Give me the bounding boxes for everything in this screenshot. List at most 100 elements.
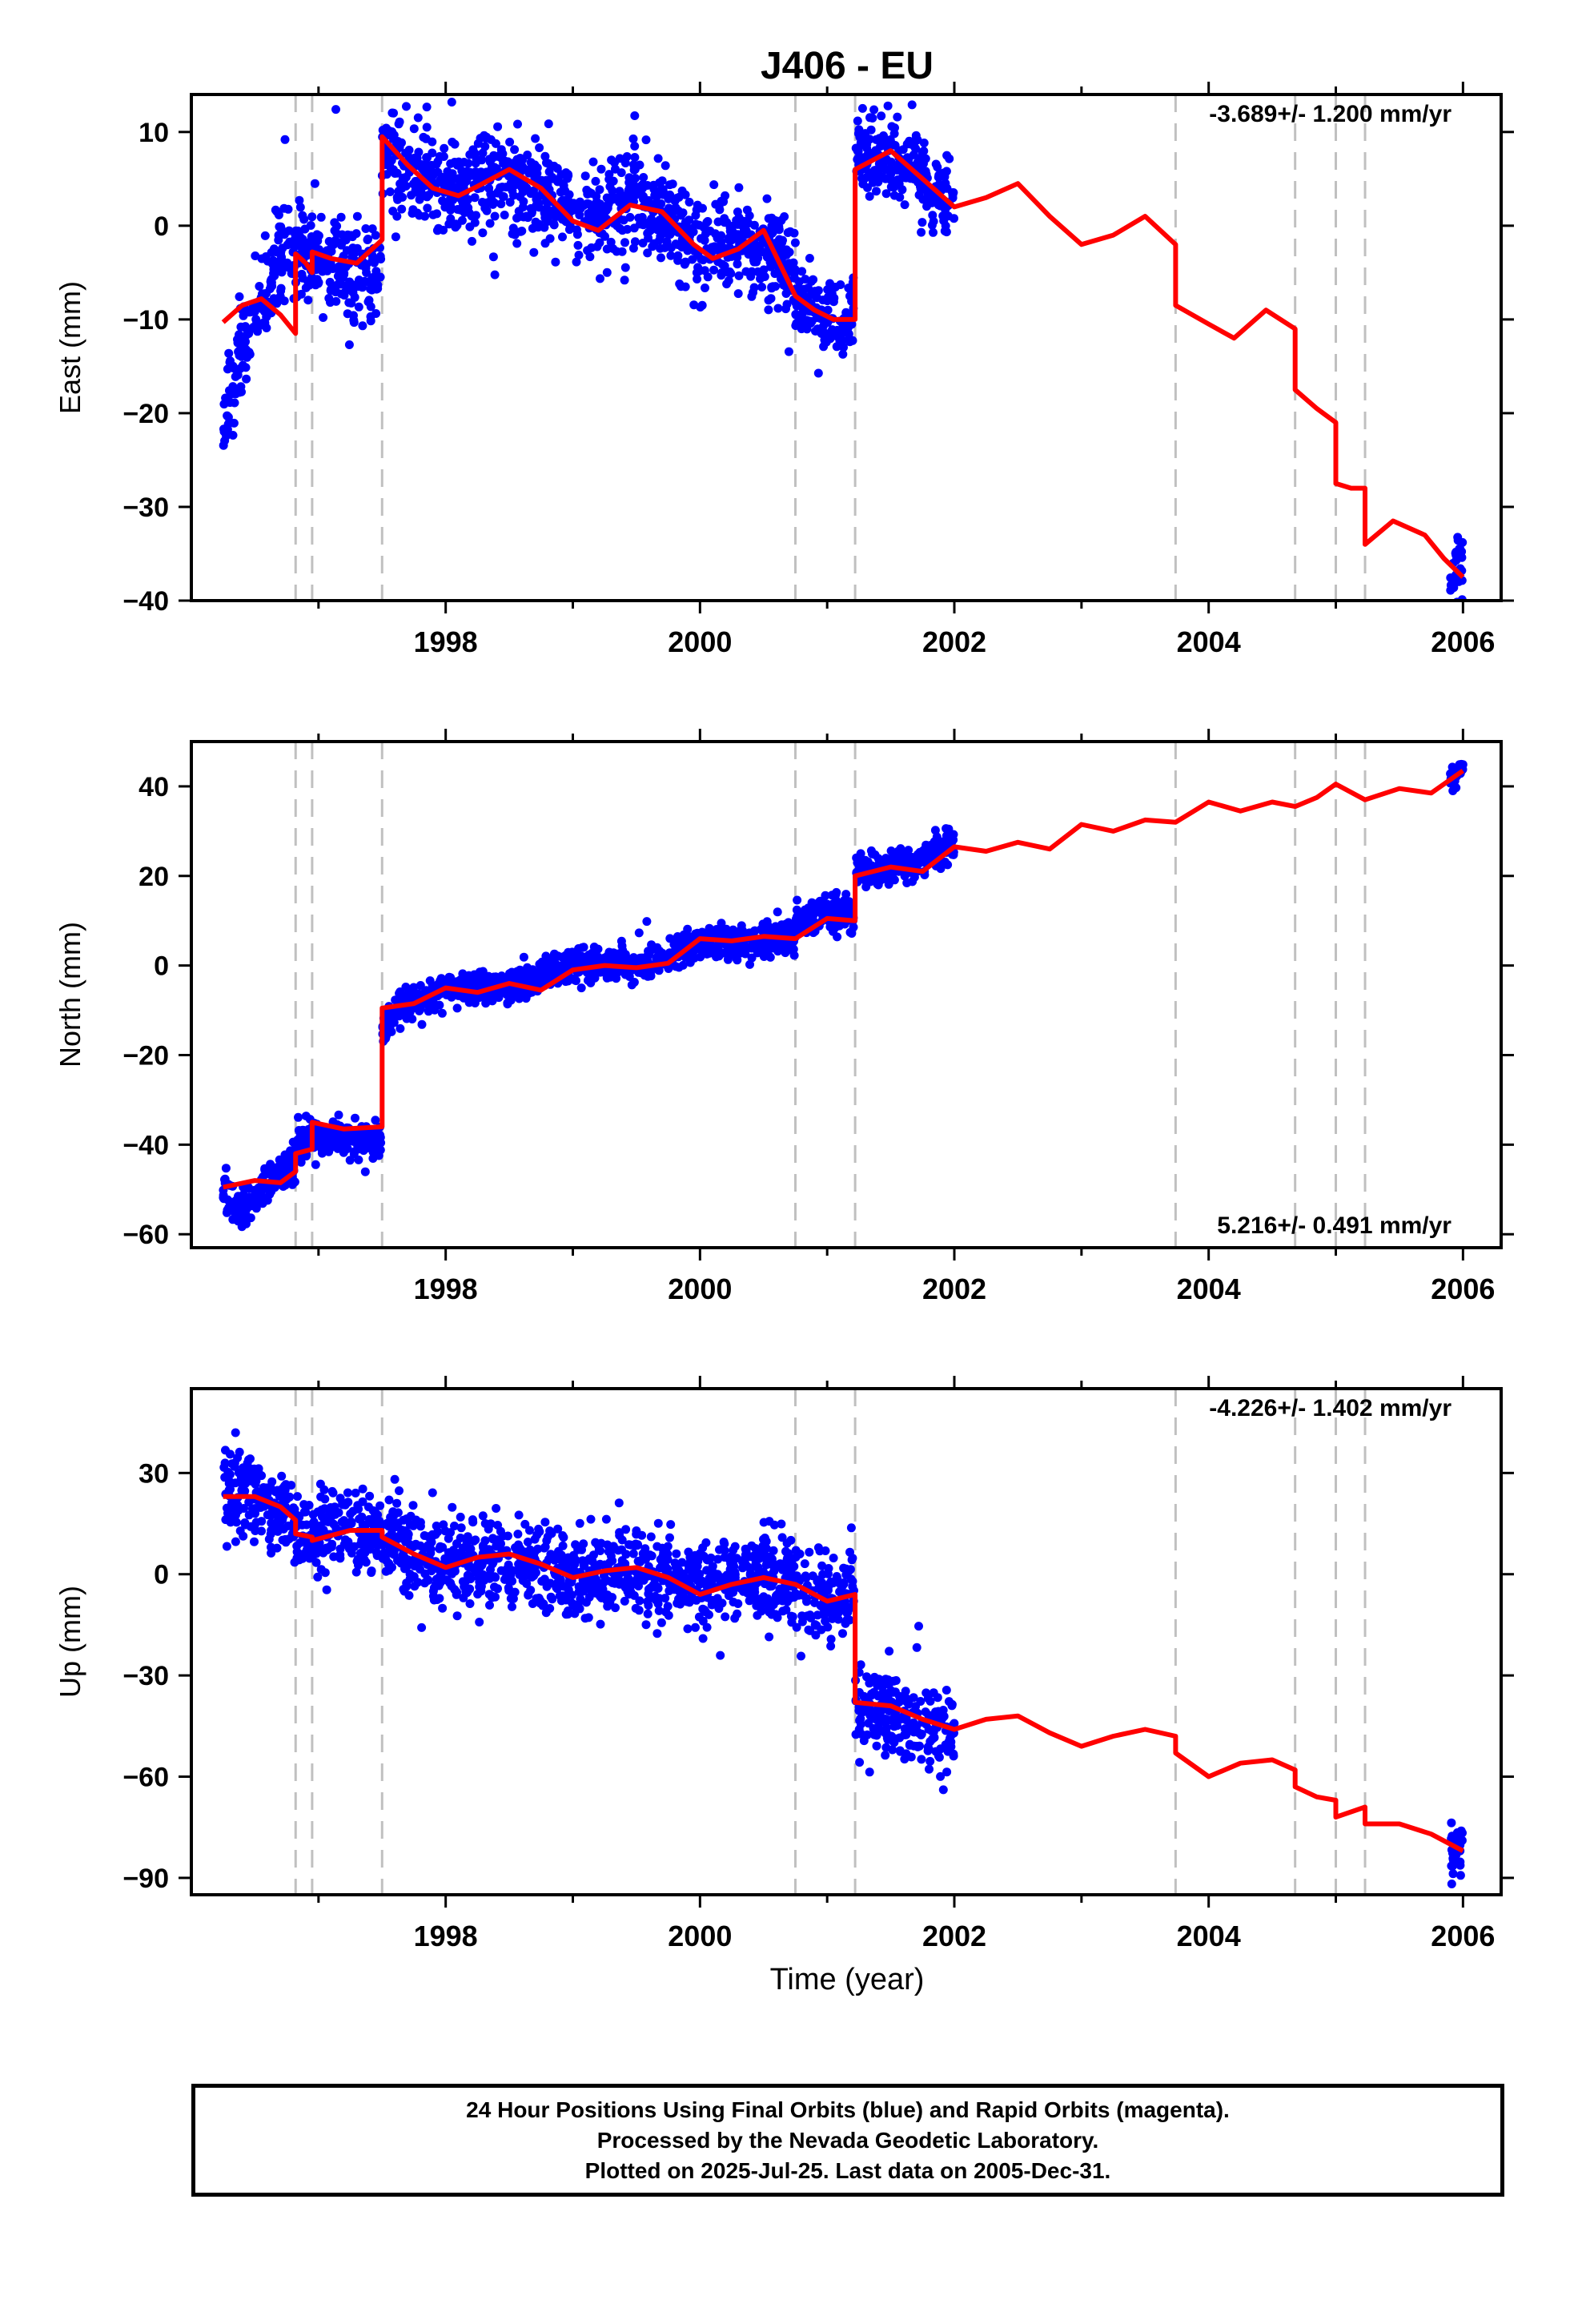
data-point xyxy=(451,223,460,232)
data-point xyxy=(608,192,617,201)
data-point xyxy=(450,1522,459,1530)
data-point xyxy=(519,212,528,222)
y-tick-label: −60 xyxy=(122,1220,169,1250)
data-point xyxy=(666,1520,676,1530)
data-point xyxy=(629,223,639,233)
data-point xyxy=(807,915,817,924)
data-point xyxy=(538,1601,548,1610)
data-point xyxy=(280,1486,290,1495)
data-point xyxy=(733,215,743,225)
data-point xyxy=(773,907,782,917)
data-point xyxy=(631,174,640,183)
data-point xyxy=(349,316,359,325)
data-point xyxy=(235,292,244,301)
data-point xyxy=(514,1559,524,1569)
data-point xyxy=(267,1486,277,1495)
data-point xyxy=(308,1510,318,1519)
data-point xyxy=(809,275,818,284)
data-point xyxy=(219,440,228,450)
data-point xyxy=(510,230,520,239)
data-point xyxy=(363,297,373,307)
data-point xyxy=(713,1554,723,1564)
data-point xyxy=(606,1577,616,1586)
data-point xyxy=(331,287,340,296)
data-point xyxy=(730,1542,740,1551)
data-point xyxy=(698,1543,708,1553)
y-tick-label: 0 xyxy=(154,211,169,242)
data-point xyxy=(471,1535,480,1545)
data-point xyxy=(927,220,937,230)
data-point xyxy=(777,1565,787,1574)
data-point xyxy=(705,923,714,933)
data-point xyxy=(841,308,851,317)
data-point xyxy=(453,1550,463,1560)
data-point xyxy=(392,168,402,178)
y-axis-label: East (mm) xyxy=(54,281,86,414)
data-point xyxy=(769,1597,778,1606)
data-point xyxy=(556,187,565,197)
data-point xyxy=(275,1155,284,1164)
data-point xyxy=(493,987,503,997)
data-point xyxy=(336,212,346,222)
data-point xyxy=(552,163,562,173)
data-point xyxy=(292,1542,302,1551)
data-point xyxy=(272,299,282,308)
data-point xyxy=(390,1474,400,1484)
data-point xyxy=(523,1538,532,1546)
data-point xyxy=(332,221,342,231)
data-point xyxy=(790,238,800,247)
data-point xyxy=(729,1598,738,1606)
data-point xyxy=(596,274,604,283)
data-point xyxy=(578,1580,587,1590)
data-point xyxy=(833,932,842,942)
data-point xyxy=(402,102,411,111)
data-point xyxy=(520,1519,530,1529)
data-point xyxy=(531,973,540,983)
data-point xyxy=(911,144,921,154)
data-point xyxy=(741,949,750,959)
data-point xyxy=(921,154,930,163)
data-point xyxy=(749,1584,759,1594)
data-point xyxy=(598,1585,608,1594)
data-point xyxy=(500,211,509,219)
data-point xyxy=(342,246,351,255)
data-point xyxy=(313,236,323,246)
data-point xyxy=(358,283,367,292)
rate-label: -3.689+/- 1.200 mm/yr xyxy=(1209,101,1452,127)
data-point xyxy=(398,1550,408,1560)
data-point xyxy=(470,218,480,227)
data-point xyxy=(1458,760,1468,770)
data-point xyxy=(243,349,253,359)
data-point xyxy=(305,1554,315,1563)
data-point xyxy=(692,1595,701,1605)
data-point xyxy=(886,846,896,855)
data-point xyxy=(579,1539,588,1549)
data-point xyxy=(593,1540,603,1550)
data-point xyxy=(406,1511,416,1521)
data-point xyxy=(902,879,912,887)
observations xyxy=(219,1428,1467,1888)
observations xyxy=(219,759,1468,1232)
data-point xyxy=(452,1611,462,1621)
data-point xyxy=(320,1494,330,1504)
data-point xyxy=(498,191,508,201)
data-point xyxy=(665,1586,674,1595)
data-point xyxy=(709,242,719,251)
data-point xyxy=(845,292,854,301)
data-point xyxy=(637,212,647,222)
data-point xyxy=(544,1554,554,1564)
data-point xyxy=(425,976,435,986)
data-point xyxy=(267,1548,276,1558)
data-point xyxy=(396,1531,406,1541)
data-point xyxy=(540,208,549,218)
data-point xyxy=(279,230,289,239)
data-point xyxy=(668,179,677,189)
data-point xyxy=(484,1524,493,1534)
data-point xyxy=(363,1536,373,1546)
data-point xyxy=(307,212,317,222)
data-point xyxy=(456,1523,466,1533)
y-tick-label: −10 xyxy=(122,305,169,336)
data-point xyxy=(220,1174,230,1184)
data-point xyxy=(353,1501,363,1510)
data-point xyxy=(426,1545,436,1554)
